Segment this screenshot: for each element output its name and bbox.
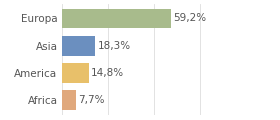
Text: 59,2%: 59,2% (173, 13, 206, 24)
Bar (62, 36, 95, 56)
Text: 18,3%: 18,3% (98, 41, 131, 51)
Text: 14,8%: 14,8% (91, 68, 124, 78)
Bar (62, 63, 89, 83)
Text: 7,7%: 7,7% (78, 95, 104, 105)
Bar (62, 9, 171, 28)
Bar (62, 90, 76, 110)
